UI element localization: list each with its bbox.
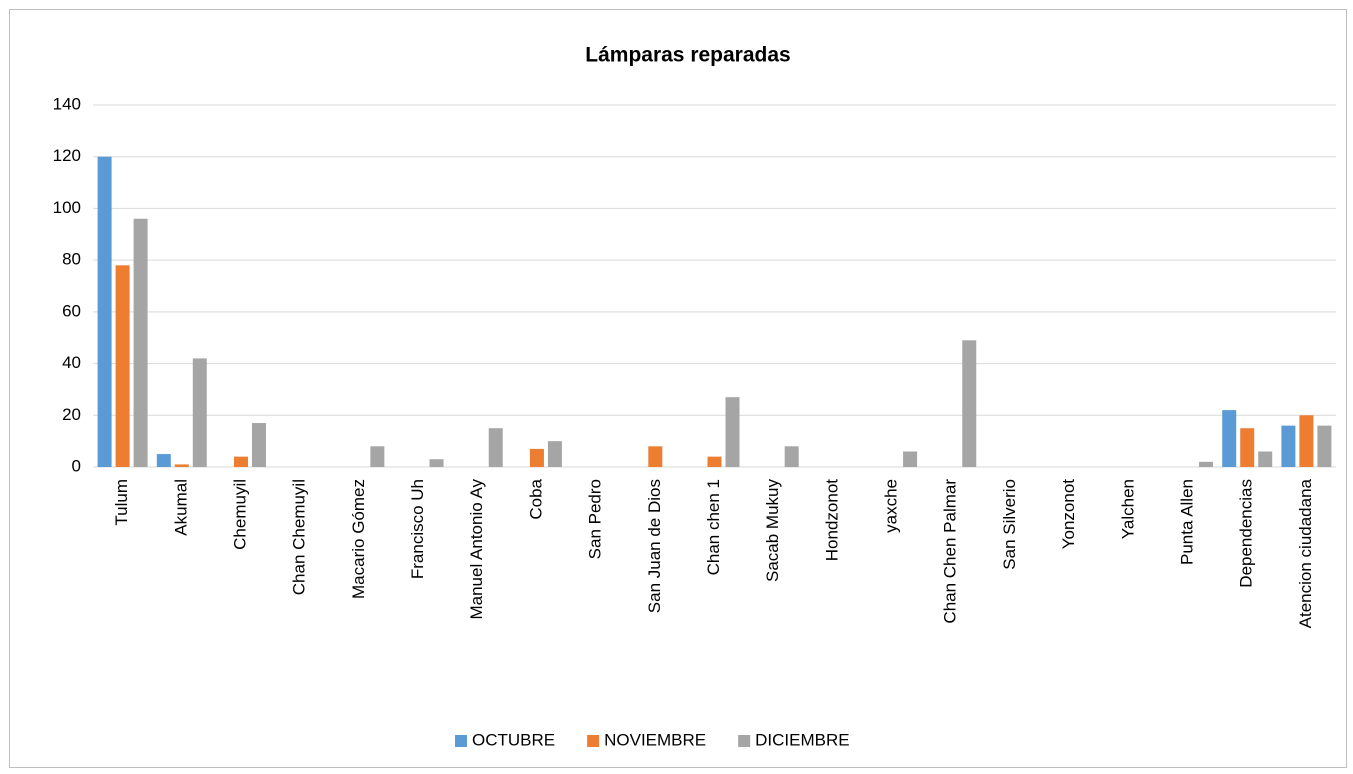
bar: [370, 446, 385, 467]
bar: [725, 397, 740, 467]
y-tick-label: 40: [62, 353, 81, 372]
legend-swatch: [587, 735, 600, 747]
x-tick-label: Yonzonot: [1059, 479, 1078, 550]
x-tick-label: Macario Gómez: [349, 479, 368, 599]
bar: [1317, 425, 1332, 467]
x-tick-label: Tulum: [112, 479, 131, 526]
y-tick-label: 60: [62, 301, 81, 320]
x-tick-label: Atencion ciudadana: [1296, 478, 1315, 628]
legend-label: OCTUBRE: [472, 730, 555, 749]
bar: [1222, 410, 1237, 467]
bar: [1240, 428, 1255, 467]
bar: [1281, 425, 1296, 467]
y-tick-label: 100: [53, 198, 81, 217]
y-tick-label: 140: [53, 94, 81, 113]
y-tick-label: 120: [53, 146, 81, 165]
chart-border: [9, 9, 1347, 768]
x-tick-label: Dependencias: [1237, 479, 1256, 588]
x-tick-label: Akumal: [171, 479, 190, 536]
bar: [156, 454, 171, 467]
bar: [707, 456, 722, 467]
bar: [429, 459, 444, 467]
x-tick-label: Chan Chemuyil: [290, 479, 309, 595]
bar: [133, 218, 148, 467]
x-tick-label: Chan chen 1: [704, 479, 723, 575]
bar: [174, 464, 189, 467]
legend-swatch: [455, 735, 467, 747]
bar: [251, 423, 266, 467]
x-tick-label: Punta Allen: [1178, 479, 1197, 565]
legend-swatch: [738, 735, 751, 747]
x-tick-label: San Juan de Dios: [645, 479, 664, 613]
chart-title: Lámparas reparadas: [585, 44, 790, 67]
legend-label: DICIEMBRE: [755, 730, 849, 749]
x-tick-label: San Pedro: [586, 479, 605, 559]
x-tick-label: Chan Chen Palmar: [941, 479, 960, 624]
x-tick-label: Chemuyil: [230, 479, 249, 550]
x-tick-label: Manuel Antonio Ay: [467, 479, 486, 620]
bar: [1199, 461, 1214, 467]
bar: [1299, 415, 1314, 467]
x-tick-label: Hondzonot: [822, 479, 841, 562]
x-tick-label: Yalchen: [1118, 479, 1137, 539]
y-tick-label: 80: [62, 250, 81, 269]
bar: [115, 265, 130, 467]
bar: [962, 340, 977, 467]
x-tick-label: Francisco Uh: [408, 479, 427, 579]
x-tick-label: Sacab Mukuy: [763, 479, 782, 582]
x-tick-label: San Silverio: [1000, 479, 1019, 570]
bar: [488, 428, 503, 467]
bar: [529, 448, 544, 467]
y-tick-label: 20: [62, 405, 81, 424]
bar: [192, 358, 207, 467]
legend-label: NOVIEMBRE: [604, 730, 706, 749]
bar: [784, 446, 799, 467]
bar: [648, 446, 663, 467]
bar: [1258, 451, 1273, 467]
bar: [903, 451, 918, 467]
bar: [233, 456, 248, 467]
x-tick-label: Coba: [526, 478, 545, 519]
x-tick-label: yaxche: [882, 479, 901, 533]
y-tick-label: 0: [72, 456, 81, 475]
bar: [547, 441, 562, 467]
bar: [97, 156, 112, 467]
